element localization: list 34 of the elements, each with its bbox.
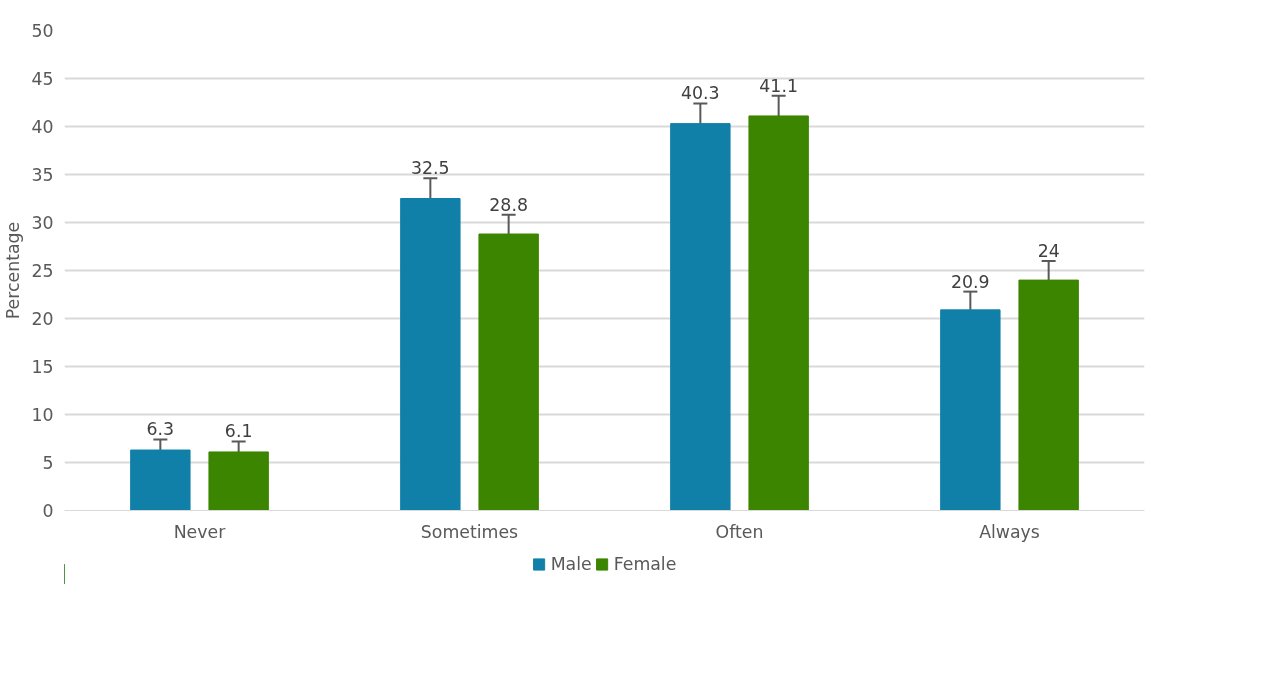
y-tick-label: 25 [31,261,54,281]
y-tick-label: 10 [31,405,54,425]
data-label: 6.1 [224,421,253,442]
bar [748,115,809,511]
y-tick-label: 0 [42,501,54,521]
x-tick-label: Always [979,521,1040,542]
legend-label: Female [613,554,677,574]
y-axis-title: Percentage [3,221,24,320]
y-tick-label: 35 [31,165,54,185]
y-tick-label: 45 [31,69,54,89]
data-label: 20.9 [951,271,990,292]
data-label: 41.1 [759,75,798,96]
data-label: 28.8 [489,194,528,215]
y-tick-label: 50 [31,21,54,41]
data-label: 6.3 [146,419,175,440]
y-tick-label: 20 [31,309,54,329]
y-tick-label: 5 [42,453,54,473]
bar [1018,279,1079,511]
legend-label: Male [550,554,592,574]
y-tick-label: 30 [31,213,54,233]
bar [208,451,269,511]
bar [130,449,191,511]
data-label: 24 [1037,240,1060,261]
data-label: 40.3 [681,83,720,104]
x-tick-label: Sometimes [420,521,519,542]
x-tick-label: Often [715,521,764,542]
y-tick-label: 40 [31,117,54,137]
data-label: 32.5 [411,158,450,179]
bar [478,233,539,511]
y-tick-label: 15 [31,357,54,377]
x-tick-label: Never [173,521,227,542]
bar [400,198,461,511]
bar [670,123,731,511]
bar [940,309,1001,511]
